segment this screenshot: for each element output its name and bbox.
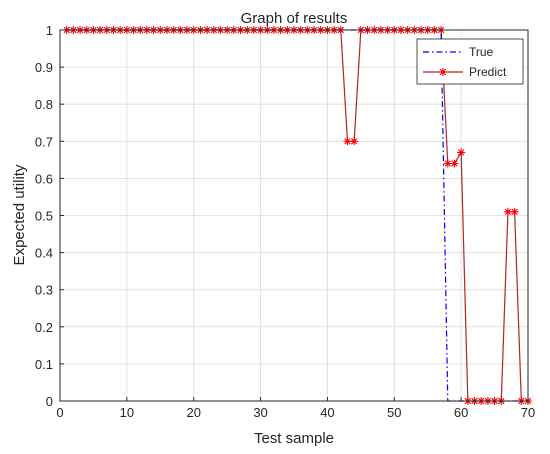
predict-point — [503, 207, 512, 216]
y-tick-label: 0.4 — [35, 246, 53, 261]
x-tick-label: 10 — [120, 405, 134, 420]
predict-point — [350, 137, 359, 146]
y-tick-label: 0.6 — [35, 171, 53, 186]
chart-title: Graph of results — [241, 10, 348, 27]
x-tick-label: 70 — [521, 405, 535, 420]
ticks: 0 10 20 30 40 50 60 70 0 0.1 0.2 0.3 0.4 0.5 0.6 0.7 0.8… — [35, 23, 535, 420]
x-tick-label: 40 — [320, 405, 334, 420]
y-axis-label: Expected utility — [11, 164, 28, 265]
y-tick-label: 0.3 — [35, 283, 53, 298]
predict-point — [443, 159, 452, 168]
predict-point — [457, 148, 466, 157]
y-tick-label: 0.2 — [35, 320, 53, 335]
predict-point — [343, 137, 352, 146]
predict-point — [510, 207, 519, 216]
y-tick-label: 1 — [46, 23, 53, 38]
y-tick-label: 0.8 — [35, 97, 53, 112]
y-tick-label: 0.1 — [35, 357, 53, 372]
y-tick-label: 0.9 — [35, 60, 53, 75]
x-tick-label: 50 — [387, 405, 401, 420]
legend-star-icon — [439, 68, 447, 76]
x-tick-label: 0 — [56, 405, 63, 420]
x-tick-label: 20 — [186, 405, 200, 420]
y-tick-label: 0.7 — [35, 134, 53, 149]
y-tick-label: 0.5 — [35, 209, 53, 224]
legend-marker-predict — [439, 68, 447, 76]
x-axis-label: Test sample — [254, 430, 334, 447]
legend-text-predict: Predict — [469, 65, 507, 79]
legend: True Predict — [416, 38, 524, 85]
predict-point — [450, 159, 459, 168]
x-tick-label: 30 — [253, 405, 267, 420]
x-tick-label: 60 — [454, 405, 468, 420]
y-tick-label: 0 — [46, 394, 53, 409]
legend-text-true: True — [469, 45, 494, 59]
legend-box — [416, 38, 524, 85]
